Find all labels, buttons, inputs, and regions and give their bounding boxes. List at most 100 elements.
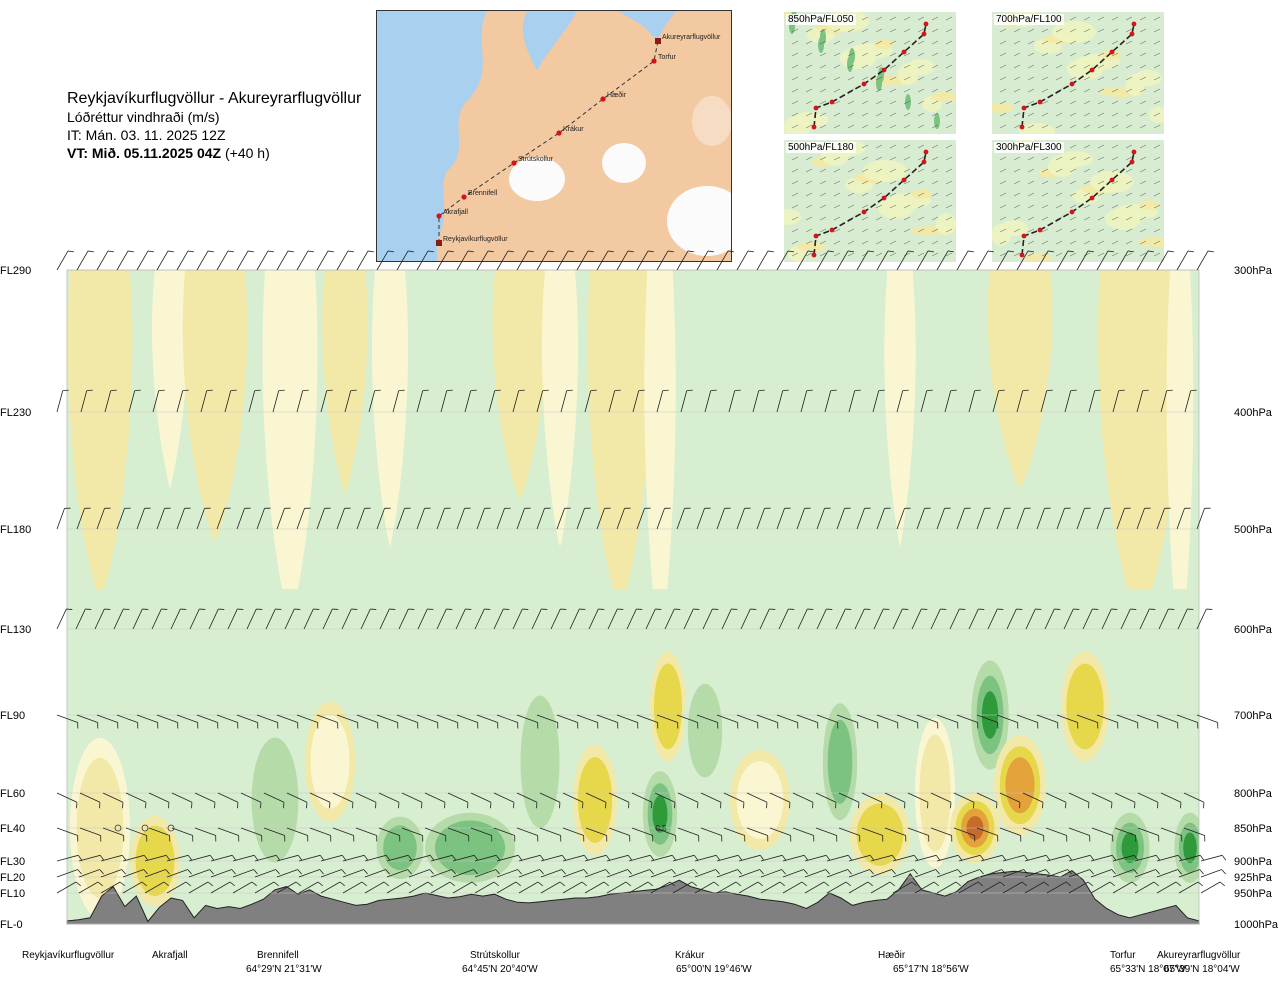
mini-barb [861,180,869,185]
mini-barb [1013,124,1021,129]
mini-barb [805,216,813,221]
mini-barb [945,168,953,173]
wind-barb [113,608,124,630]
mini-barb [833,52,841,57]
wind-barb [958,854,981,862]
location-label: Strútskollur [470,950,520,962]
wind-barb [576,508,585,530]
mini-barb [1041,88,1049,93]
waypoint-label: Krákur [563,126,584,133]
wind-barb [540,854,563,862]
mini-barb [861,216,869,221]
wind-barb-feather [625,881,631,887]
wind-barb-feather [158,389,165,392]
mini-barb [1013,112,1021,117]
wind-barb [171,827,193,836]
wind-barb [873,608,884,630]
location-coord: 65°00'N 19°46'W [676,964,752,975]
vertical-wind-cell [434,820,506,876]
wind-barb [116,250,129,271]
wind-barb [976,508,985,530]
location-coord: 64°45'N 20°40'W [462,964,538,975]
wind-barb-feather [1131,881,1137,887]
wind-barb [386,854,409,862]
wind-barb-feather [734,389,741,392]
wind-barb [188,869,210,878]
mini-barb [1097,64,1105,69]
mini-barb [805,112,813,117]
wind-barb [355,792,377,803]
mini-barb [931,192,939,197]
wind-barb-feather [977,881,983,887]
wind-barb-feather [1167,250,1174,253]
wind-barb [100,854,123,862]
wind-barb [332,827,354,836]
pressure-level-label: 900hPa [1234,856,1273,868]
wind-barb [452,881,473,894]
mini-barb [1153,88,1161,93]
glacier-2 [602,143,646,183]
wind-barb [584,390,592,413]
airport-marker [436,240,442,246]
wind-barb [256,714,278,723]
mini-barb [847,204,855,209]
mini-barb [847,180,855,185]
mini-barb [1083,168,1091,173]
wind-barb [838,827,860,836]
mini-barb [1041,64,1049,69]
wind-barb-feather [143,869,148,875]
valid-time: VT: Mið. 05.11.2025 04Z (+40 h) [67,144,361,162]
wind-barb-feather [747,250,754,253]
wind-barb-feather [185,881,191,887]
wind-barb [870,869,892,878]
wind-barb-feather [302,389,309,392]
wind-barb [456,714,478,723]
wind-barb-feather [307,250,314,253]
mini-barb [805,40,813,45]
downdraft-band [541,270,579,548]
mini-barb [903,204,911,209]
wind-barb [956,250,969,271]
wind-barb [826,854,849,862]
wind-barb-feather [759,869,764,875]
wind-barb [746,792,768,803]
location-name: Krákur [675,950,705,961]
vertical-wind-cell [1066,663,1104,750]
mini-barb [917,28,925,33]
mini-barb [1125,28,1133,33]
mini-barb [999,100,1007,105]
wind-barb [736,714,758,723]
mini-patch [1138,237,1164,247]
wind-barb-feather [847,250,854,253]
mini-barb [861,124,869,129]
wind-barb [636,714,658,723]
wind-barb [892,881,913,894]
mini-patch-strong [820,29,826,45]
wind-barb-feather [1047,250,1054,253]
wind-barb-feather [515,881,521,887]
wind-barb [364,881,385,894]
wind-barb-feather [1166,389,1173,392]
wind-barb-feather [495,855,501,861]
mini-barb [945,52,953,57]
wind-barb [356,508,365,530]
mini-barb [1153,252,1161,257]
mini-barb [791,40,799,45]
wind-barb [166,854,189,862]
wind-barb-feather [1175,881,1181,887]
wind-barb [316,714,338,723]
mini-barb [861,52,869,57]
wind-barb-feather [407,855,413,861]
mini-barb [1041,252,1049,257]
wind-barb [996,250,1009,271]
mini-barb [1027,52,1035,57]
mini-barb [1083,64,1091,69]
mini-barb [945,156,953,161]
mini-waypoint [811,124,817,130]
wind-barb [1176,714,1198,723]
wind-barb [1056,508,1065,530]
wind-barb [408,854,431,862]
mini-barb [861,168,869,173]
wind-barb [516,250,529,271]
wind-barb [196,714,218,723]
